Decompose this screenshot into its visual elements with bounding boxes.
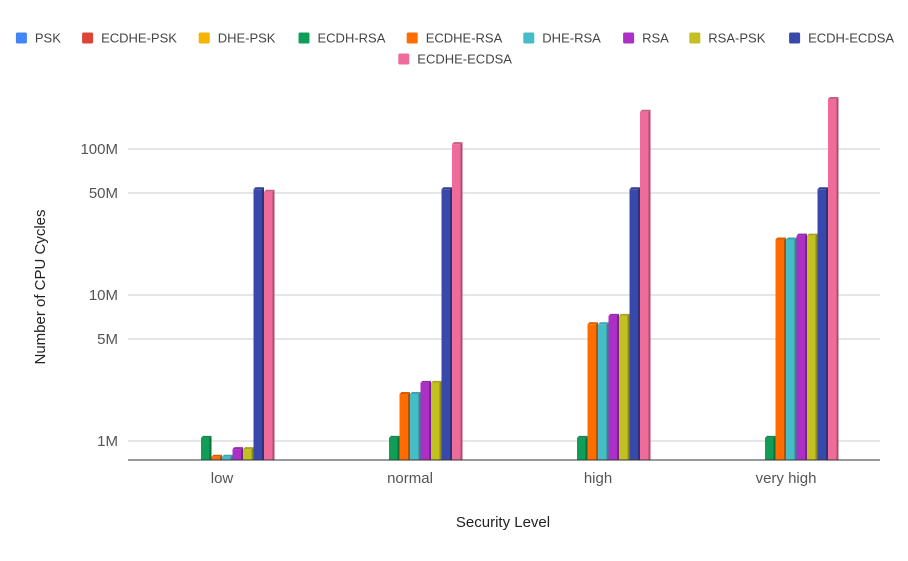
bar-rsa-low	[232, 447, 243, 460]
x-tick-label-low: low	[211, 470, 234, 487]
bar-dhe-rsa-high	[598, 322, 609, 460]
bar-rsa-psk-very-high	[807, 233, 818, 460]
legend-swatch	[82, 32, 94, 44]
bar-ecdh-ecdsa-normal	[441, 187, 452, 460]
bar-rsa-psk-high	[619, 313, 630, 460]
legend-item-ecdhe-rsa[interactable]: ECDHE-RSA	[406, 31, 503, 46]
legend-swatch	[689, 32, 701, 44]
legend-label: ECDHE-PSK	[101, 31, 177, 46]
bar-dhe-rsa-normal	[410, 391, 421, 460]
legend-label: RSA-PSK	[708, 31, 765, 46]
legend-label: DHE-PSK	[218, 31, 276, 46]
x-axis-ticks: low normal high very high	[211, 470, 817, 487]
x-tick-label-very-high: very high	[756, 470, 817, 487]
bar-ecdhe-ecdsa-normal	[452, 142, 463, 461]
y-tick-label: 10M	[89, 287, 118, 304]
legend-swatch	[523, 32, 535, 44]
legend-swatch	[15, 32, 27, 44]
bar-ecdh-rsa-high	[577, 435, 588, 460]
bar-dhe-rsa-low	[222, 454, 233, 460]
x-tick-label-high: high	[584, 470, 612, 487]
legend-swatch	[198, 32, 210, 44]
legend-item-ecdh-ecdsa[interactable]: ECDH-ECDSA	[789, 31, 894, 46]
legend-item-ecdh-rsa[interactable]: ECDH-RSA	[298, 31, 386, 46]
bar-ecdh-ecdsa-very-high	[817, 187, 828, 460]
legend-item-psk[interactable]: PSK	[15, 31, 61, 46]
bar-ecdhe-ecdsa-high	[640, 109, 651, 460]
x-axis-title: Security Level	[456, 514, 550, 531]
bars	[201, 97, 839, 461]
y-tick-label: 1M	[97, 433, 118, 450]
bar-ecdhe-rsa-normal	[399, 391, 410, 460]
y-axis-title: Number of CPU Cycles	[32, 209, 49, 364]
y-tick-label: 50M	[89, 185, 118, 202]
bar-rsa-very-high	[796, 233, 807, 460]
bar-ecdhe-rsa-high	[587, 322, 598, 460]
bar-ecdh-rsa-very-high	[765, 435, 776, 460]
legend-item-rsa[interactable]: RSA	[623, 31, 669, 46]
legend-label: RSA	[642, 31, 669, 46]
bar-rsa-high	[608, 313, 619, 460]
legend-label: ECDH-ECDSA	[808, 31, 894, 46]
legend-swatch	[623, 32, 635, 44]
legend-label: DHE-RSA	[542, 31, 601, 46]
y-tick-label: 100M	[80, 141, 118, 158]
legend-swatch	[789, 32, 801, 44]
legend-item-rsa-psk[interactable]: RSA-PSK	[689, 31, 766, 46]
legend-label: ECDHE-RSA	[426, 31, 503, 46]
bar-dhe-rsa-very-high	[786, 237, 797, 460]
bar-rsa-psk-normal	[431, 380, 442, 460]
bar-ecdhe-ecdsa-low	[264, 189, 275, 460]
bar-ecdhe-rsa-very-high	[775, 237, 786, 460]
legend-swatch	[298, 32, 310, 44]
bar-ecdhe-ecdsa-very-high	[828, 97, 839, 460]
legend-swatch	[398, 53, 410, 65]
bar-ecdh-ecdsa-low	[253, 187, 264, 460]
legend-item-dhe-psk[interactable]: DHE-PSK	[198, 31, 276, 46]
legend-item-dhe-rsa[interactable]: DHE-RSA	[523, 31, 601, 46]
gridlines	[128, 148, 880, 442]
bar-ecdh-rsa-low	[201, 435, 212, 460]
bar-ecdh-rsa-normal	[389, 435, 400, 460]
bar-rsa-psk-low	[243, 447, 254, 460]
legend-item-ecdhe-ecdsa[interactable]: ECDHE-ECDSA	[398, 52, 512, 67]
bar-ecdhe-rsa-low	[211, 454, 222, 460]
y-axis-ticks: 1M 5M 10M 50M 100M	[80, 141, 118, 450]
legend: PSK ECDHE-PSK DHE-PSK ECDH-RSA ECDHE-RSA DHE-…	[15, 31, 894, 67]
legend-swatch	[406, 32, 418, 44]
legend-label: PSK	[35, 31, 61, 46]
legend-label: ECDHE-ECDSA	[417, 52, 512, 67]
legend-label: ECDH-RSA	[318, 31, 386, 46]
bar-rsa-normal	[420, 380, 431, 460]
x-tick-label-normal: normal	[387, 470, 433, 487]
y-tick-label: 5M	[97, 331, 118, 348]
bar-ecdh-ecdsa-high	[629, 187, 640, 460]
legend-item-ecdhe-psk[interactable]: ECDHE-PSK	[82, 31, 177, 46]
